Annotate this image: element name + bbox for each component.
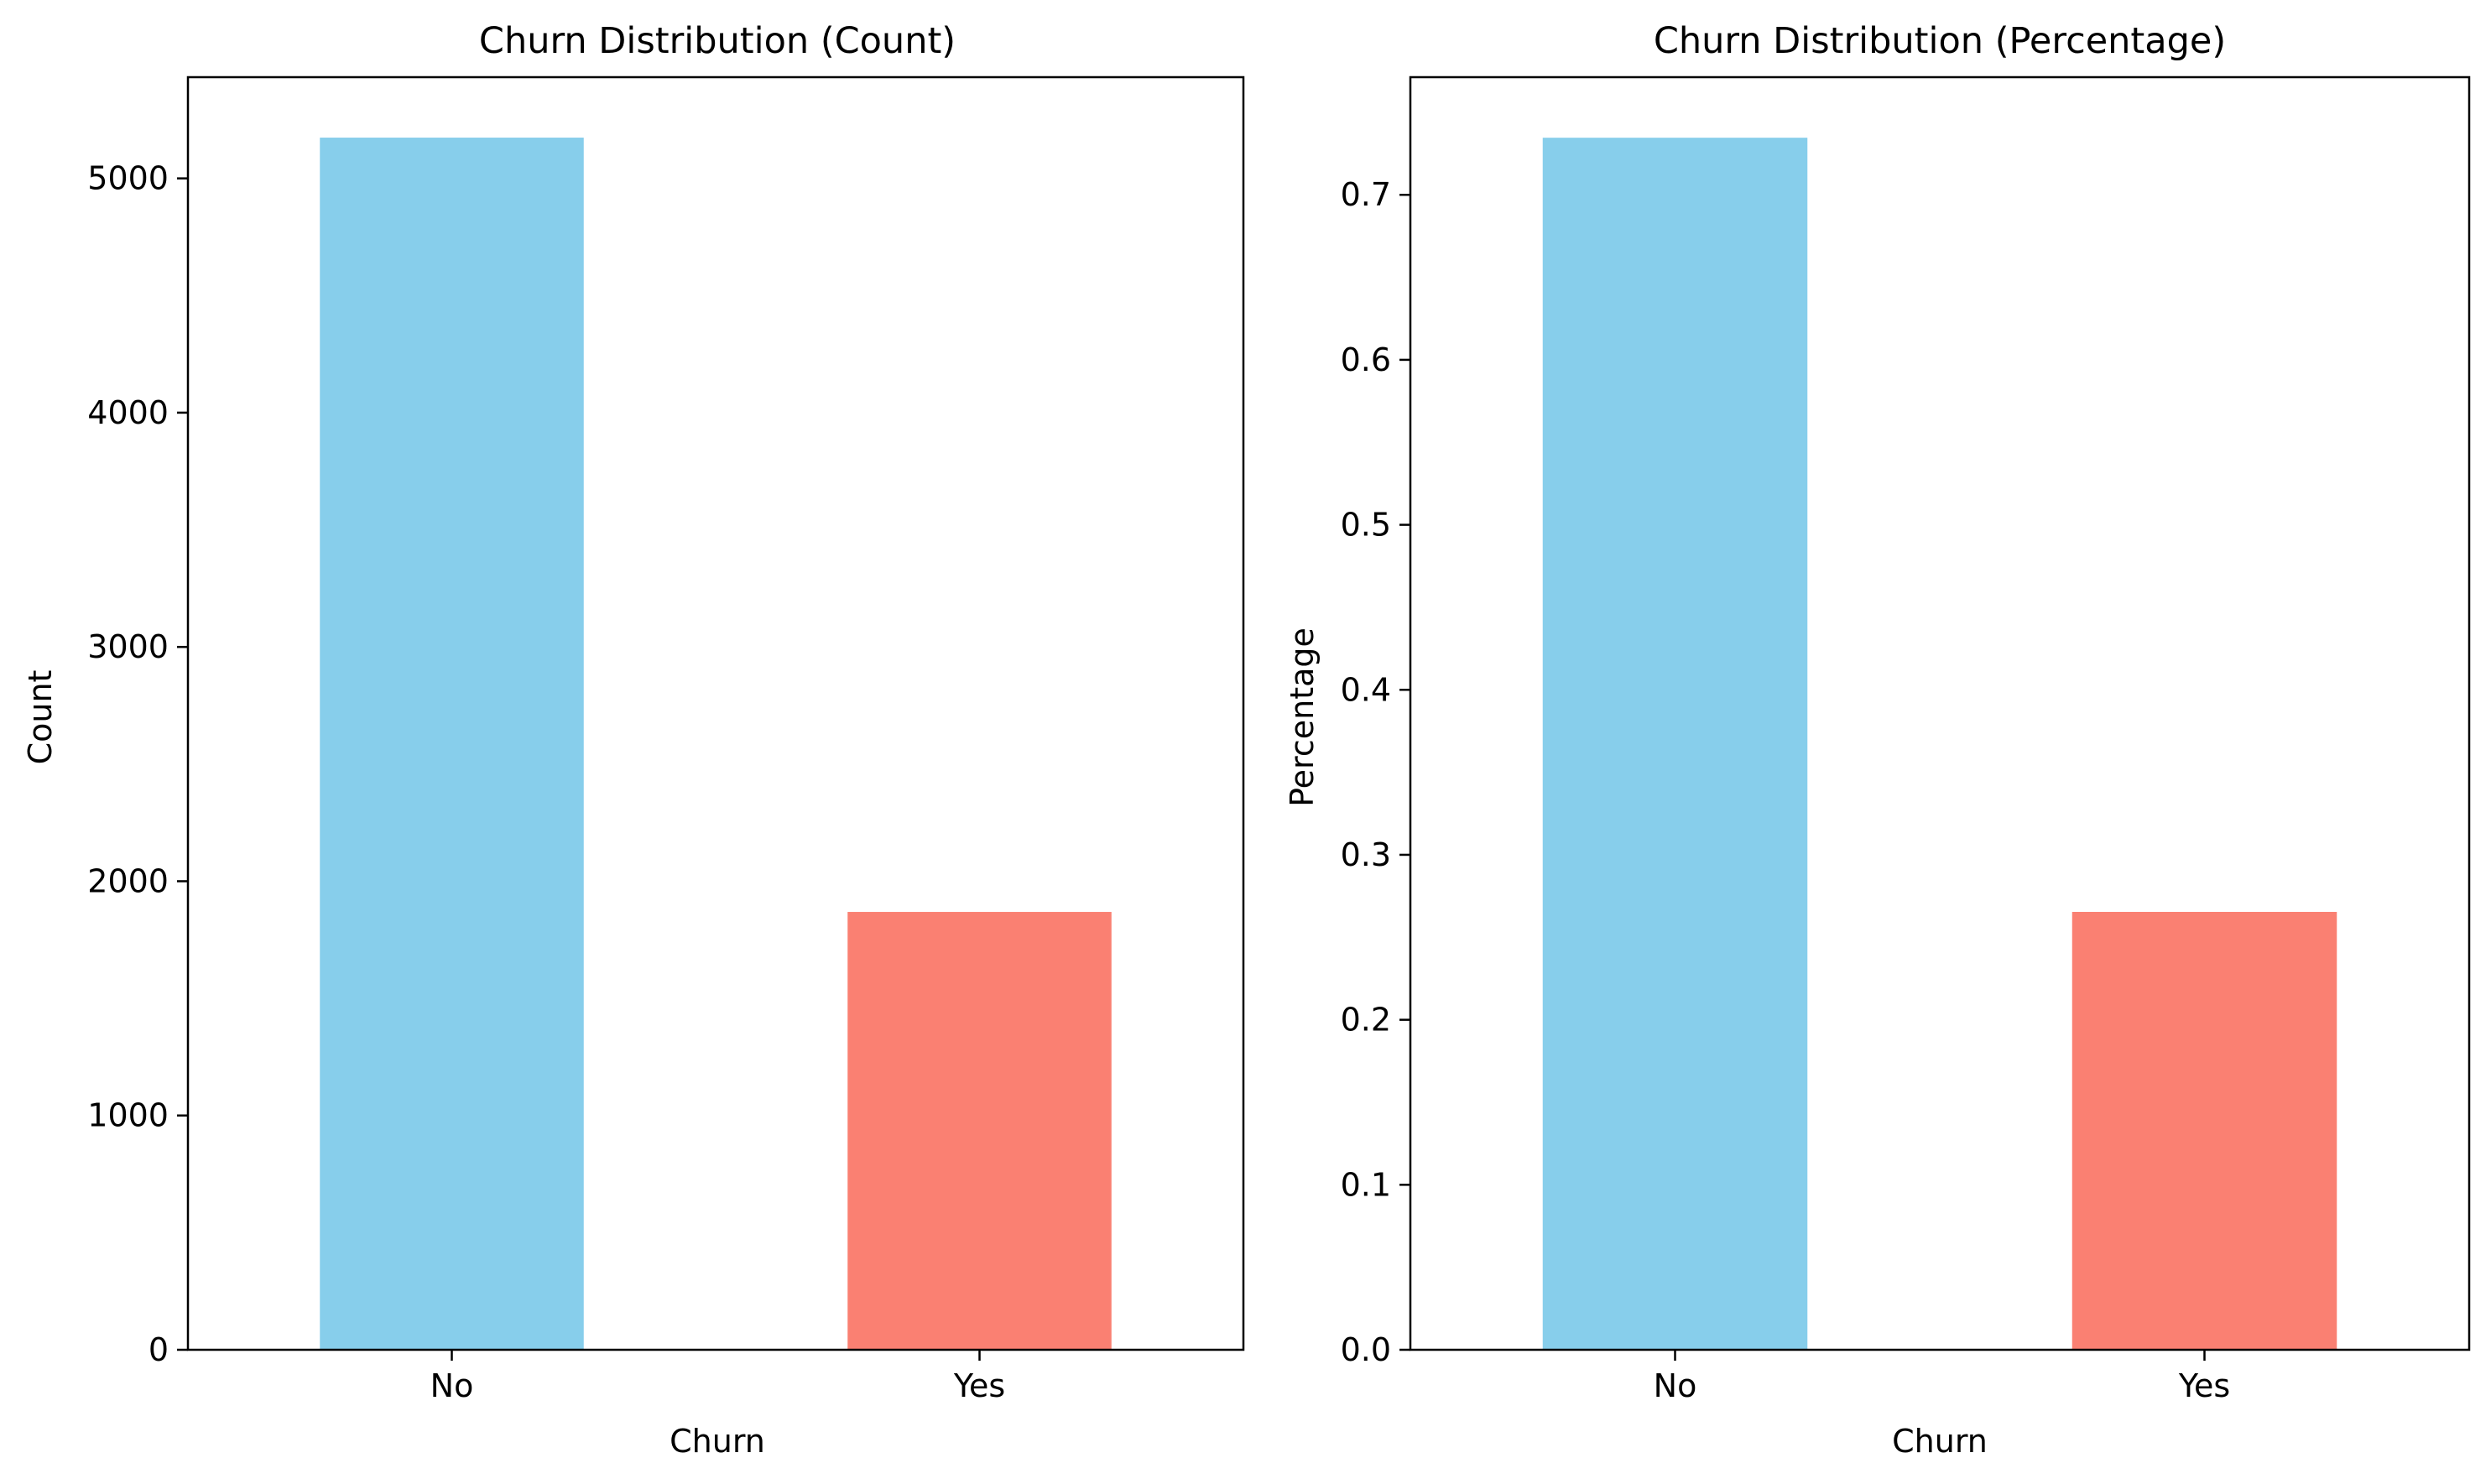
y-tick-label: 0.0 [1341,1331,1391,1368]
y-ticks: 0.0 0.1 0.2 0.3 0.4 0.5 0.6 0.7 [1341,176,1410,1368]
y-ticks: 0 1000 2000 3000 4000 5000 [87,160,188,1368]
bar-yes [847,912,1112,1350]
y-tick-label: 0.1 [1341,1166,1391,1203]
y-tick-label: 3000 [87,628,169,665]
y-tick-label: 0.4 [1341,671,1391,708]
plot-frame [186,76,1245,1351]
y-tick-label: 0.2 [1341,1002,1391,1039]
x-tick-label: Yes [2178,1367,2230,1404]
y-tick-label: 0.7 [1341,176,1391,213]
y-axis-label: Count [22,670,59,765]
y-tick-label: 4000 [87,394,169,431]
chart-title: Churn Distribution (Percentage) [1654,20,2226,62]
x-ticks: No Yes [430,1350,1005,1404]
y-tick-label: 5000 [87,160,169,197]
x-ticks: No Yes [1654,1350,2230,1404]
bar-yes [2071,912,2337,1350]
x-tick-label: No [1654,1367,1697,1404]
count-chart: Churn Distribution (Count) Churn Count 0… [22,20,1245,1460]
y-axis-label: Percentage [1284,627,1321,807]
y-tick-label: 0.6 [1341,341,1391,378]
bar-no [320,138,584,1351]
bars [320,138,1112,1351]
y-tick-label: 0 [149,1331,169,1368]
x-axis-label: Churn [670,1423,765,1460]
percentage-chart: Churn Distribution (Percentage) Churn Pe… [1284,20,2471,1460]
y-tick-label: 1000 [87,1097,169,1134]
chart-title: Churn Distribution (Count) [479,20,956,62]
bars [1542,138,2337,1351]
x-tick-label: No [430,1367,474,1404]
x-axis-label: Churn [1892,1423,1988,1460]
y-tick-label: 0.3 [1341,836,1391,873]
x-tick-label: Yes [953,1367,1005,1404]
y-tick-label: 0.5 [1341,507,1391,544]
y-tick-label: 2000 [87,862,169,899]
bar-no [1542,138,1808,1351]
plot-frame [1409,76,2471,1351]
